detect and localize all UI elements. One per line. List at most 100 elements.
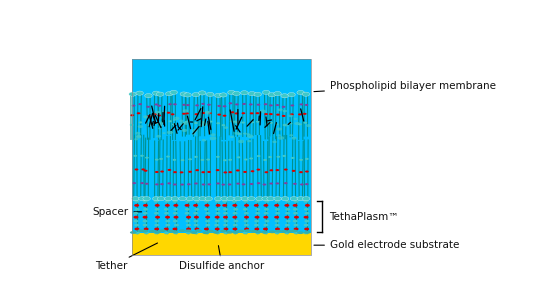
Text: Disulfide anchor: Disulfide anchor [180,246,265,271]
Circle shape [222,124,225,126]
Ellipse shape [297,231,304,234]
Circle shape [154,220,159,223]
Circle shape [274,92,281,96]
Circle shape [134,228,139,230]
Circle shape [264,204,268,207]
Circle shape [173,183,176,185]
Circle shape [146,106,150,108]
Circle shape [305,204,310,207]
Circle shape [181,159,185,161]
Circle shape [136,135,141,138]
Circle shape [237,133,242,135]
Ellipse shape [137,229,144,232]
Circle shape [303,200,308,203]
Circle shape [272,141,277,143]
Circle shape [171,197,179,201]
Circle shape [300,103,303,105]
Circle shape [204,200,209,203]
Circle shape [281,94,288,98]
Ellipse shape [255,230,261,233]
Circle shape [204,228,209,230]
Circle shape [165,197,172,201]
Circle shape [195,113,199,115]
Circle shape [173,212,178,215]
Circle shape [228,171,232,173]
Circle shape [274,204,279,207]
Circle shape [194,220,199,223]
Circle shape [264,113,268,115]
Circle shape [164,232,169,234]
Ellipse shape [220,230,227,233]
Circle shape [256,121,260,123]
Circle shape [233,92,240,95]
Circle shape [215,228,220,230]
Circle shape [186,232,191,234]
Circle shape [243,208,248,211]
Ellipse shape [286,230,293,233]
Circle shape [173,228,178,230]
Circle shape [173,204,178,207]
Circle shape [207,92,214,97]
Circle shape [250,183,253,185]
Circle shape [216,204,221,207]
Ellipse shape [291,230,298,233]
Circle shape [248,92,256,96]
Circle shape [256,232,260,234]
Circle shape [305,171,309,173]
Ellipse shape [237,230,244,232]
Ellipse shape [202,231,209,234]
Circle shape [244,224,249,226]
Circle shape [268,156,272,158]
Circle shape [232,212,238,215]
Circle shape [207,183,211,185]
Circle shape [223,216,228,219]
Circle shape [254,200,260,203]
Circle shape [302,197,310,201]
Ellipse shape [185,230,192,232]
Text: Tether: Tether [95,243,158,271]
Circle shape [136,91,144,95]
Circle shape [293,204,298,207]
Circle shape [270,169,273,171]
Circle shape [160,171,164,173]
Circle shape [147,124,151,126]
Circle shape [165,216,170,219]
Circle shape [167,112,171,114]
Circle shape [164,212,169,215]
Ellipse shape [167,230,174,233]
Circle shape [167,131,173,134]
Circle shape [282,110,287,112]
Circle shape [290,113,294,116]
Circle shape [165,204,170,207]
Circle shape [285,212,290,215]
Circle shape [240,91,248,95]
Circle shape [305,183,309,185]
Circle shape [247,140,251,142]
Ellipse shape [250,230,257,233]
Circle shape [158,114,161,116]
Circle shape [186,197,194,201]
Circle shape [182,104,186,106]
Circle shape [158,105,161,107]
Circle shape [182,109,188,112]
Circle shape [199,124,203,126]
Circle shape [136,132,140,135]
Circle shape [236,121,242,124]
Circle shape [274,232,280,234]
Circle shape [166,156,170,157]
Circle shape [132,197,139,201]
Circle shape [257,104,260,106]
Circle shape [226,197,234,201]
Circle shape [297,197,305,201]
Bar [132,59,311,255]
Circle shape [262,197,270,201]
Circle shape [143,220,147,223]
Circle shape [205,216,210,219]
Circle shape [222,200,228,203]
Circle shape [223,171,227,174]
Text: Spacer: Spacer [93,207,141,217]
Ellipse shape [244,229,251,232]
Circle shape [221,197,228,201]
Ellipse shape [280,230,287,233]
Circle shape [162,132,166,134]
